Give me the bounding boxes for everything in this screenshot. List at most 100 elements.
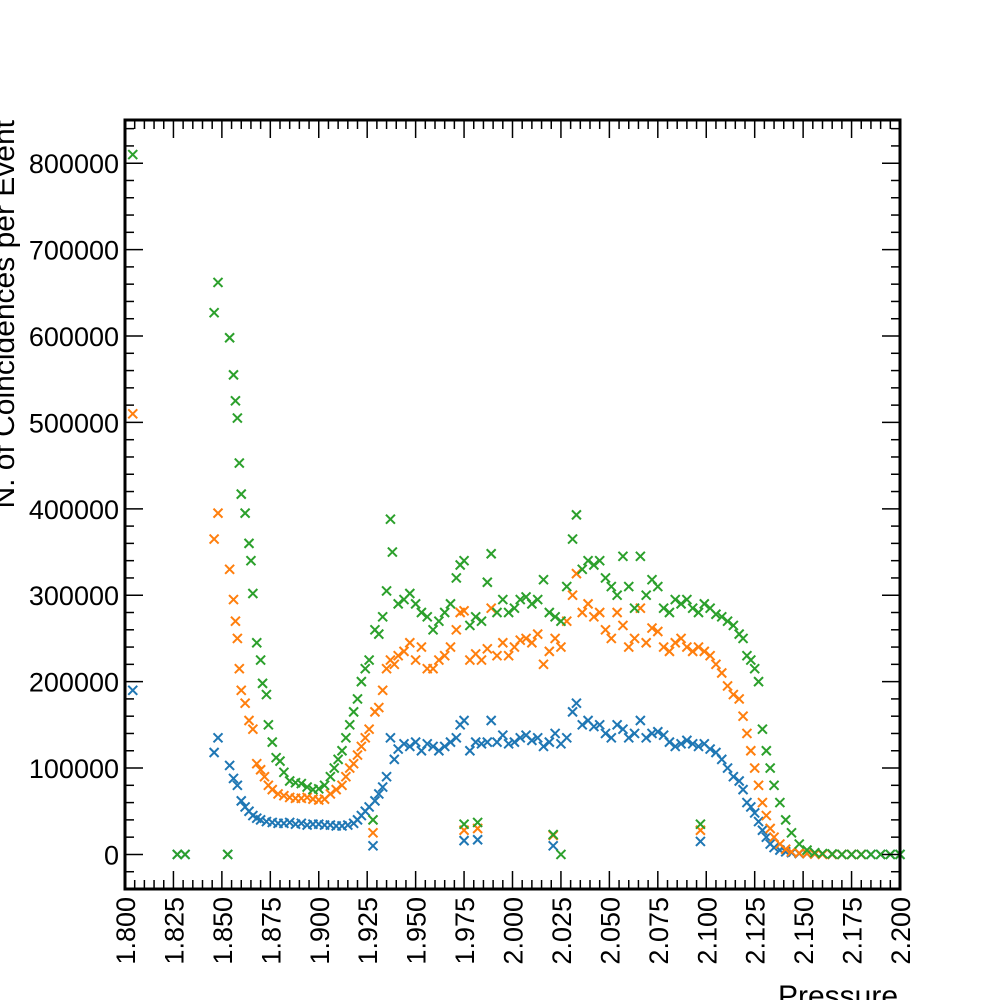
series-1-point <box>433 745 445 756</box>
series-1-point <box>675 738 687 750</box>
series-2-point <box>224 564 235 575</box>
series-1-point <box>532 732 543 743</box>
series-2-point <box>389 659 400 670</box>
y-tick-label: 800000 <box>29 149 119 179</box>
series-3-point <box>422 611 433 623</box>
series-3-point <box>439 607 450 618</box>
series-2-point <box>377 685 388 696</box>
series-2-point <box>515 634 526 646</box>
series-1-point <box>385 732 396 743</box>
series-2-point <box>582 598 594 610</box>
series-2-point <box>652 626 664 637</box>
series-1-point <box>640 732 652 743</box>
series-3-point <box>301 781 313 793</box>
y-axis-label: N. of Coincidences per Event <box>0 119 21 508</box>
series-3-point <box>544 607 555 618</box>
series-1-point <box>439 741 450 752</box>
series-1-point <box>728 771 739 782</box>
series-3-point <box>476 615 487 627</box>
series-2-point <box>670 637 681 648</box>
series-1-point <box>549 728 561 739</box>
series-3-point <box>336 745 348 756</box>
series-1-point <box>398 738 410 750</box>
x-tick-label: 1.800 <box>111 897 141 965</box>
series-1-point <box>761 831 772 843</box>
series-3-point <box>458 818 470 830</box>
series-3-point <box>693 607 704 618</box>
series-2-point <box>722 680 733 692</box>
series-3-point <box>549 611 561 623</box>
series-3-point <box>716 611 727 623</box>
series-2-point <box>360 732 371 743</box>
x-tick-label: 1.875 <box>256 897 286 965</box>
x-tick-label: 2.175 <box>838 897 868 965</box>
series-3-point <box>503 607 514 618</box>
series-1-point <box>561 732 572 743</box>
series-1-point <box>410 736 421 748</box>
series-2-point <box>348 758 359 769</box>
series-2-point <box>716 667 727 679</box>
x-tick-label: 1.850 <box>208 897 238 965</box>
series-1-point <box>515 732 526 743</box>
series-3-point <box>532 594 543 605</box>
series-2-point <box>251 758 262 769</box>
series-3-point <box>243 538 255 549</box>
series-1-point <box>367 840 379 852</box>
series-3-point <box>515 594 526 605</box>
series-3-point <box>817 848 828 859</box>
series-1-point <box>208 747 220 758</box>
series-3-point <box>567 533 578 545</box>
series-3-point <box>212 277 224 288</box>
series-3-point <box>547 829 559 840</box>
y-tick-label: 300000 <box>29 581 119 611</box>
series-3-point <box>381 585 392 597</box>
series-3-point <box>385 513 396 525</box>
series-3-point <box>757 723 768 735</box>
series-1-point <box>389 754 400 765</box>
series-2-point <box>259 771 270 782</box>
series-1-point <box>538 741 549 752</box>
series-2-point <box>699 646 710 657</box>
series-2-point <box>243 715 255 726</box>
series-2-point <box>623 641 634 653</box>
series-2-point <box>272 788 284 800</box>
series-2-point <box>255 764 266 775</box>
series-1-point <box>497 729 509 741</box>
series-2-point <box>433 654 445 666</box>
y-tick-label: 700000 <box>29 236 119 266</box>
series-3-point <box>222 849 233 860</box>
series-1-point <box>470 736 481 748</box>
series-3-point <box>404 588 416 599</box>
series-1-point <box>377 781 388 793</box>
x-tick-label: 2.125 <box>741 897 771 965</box>
series-3-point <box>728 620 739 631</box>
series-2-point <box>278 790 290 801</box>
series-1-point <box>472 834 483 845</box>
series-3-point <box>577 564 588 575</box>
series-2-point <box>761 810 772 821</box>
series-1-point <box>670 741 681 752</box>
series-2-point <box>363 723 375 735</box>
series-2-point <box>404 637 416 648</box>
series-3-point <box>224 332 235 343</box>
series-3-point <box>664 607 675 618</box>
series-3-point <box>538 574 549 585</box>
series-1-point <box>482 736 493 748</box>
series-2-point <box>588 611 600 623</box>
series-1-point <box>427 741 439 752</box>
series-3-point <box>681 594 693 605</box>
series-2-point <box>497 637 509 648</box>
series-2-point <box>416 641 427 653</box>
series-1-point <box>600 728 611 739</box>
series-2-point <box>544 646 555 657</box>
series-2-point <box>737 710 749 722</box>
series-2-point <box>600 624 611 635</box>
series-1-point <box>687 738 698 750</box>
series-3-point <box>363 654 375 666</box>
series-3-point <box>208 307 220 318</box>
series-3-point <box>652 581 664 592</box>
series-3-point <box>846 849 857 860</box>
series-3-point <box>786 827 797 839</box>
series-1-point <box>635 715 646 726</box>
